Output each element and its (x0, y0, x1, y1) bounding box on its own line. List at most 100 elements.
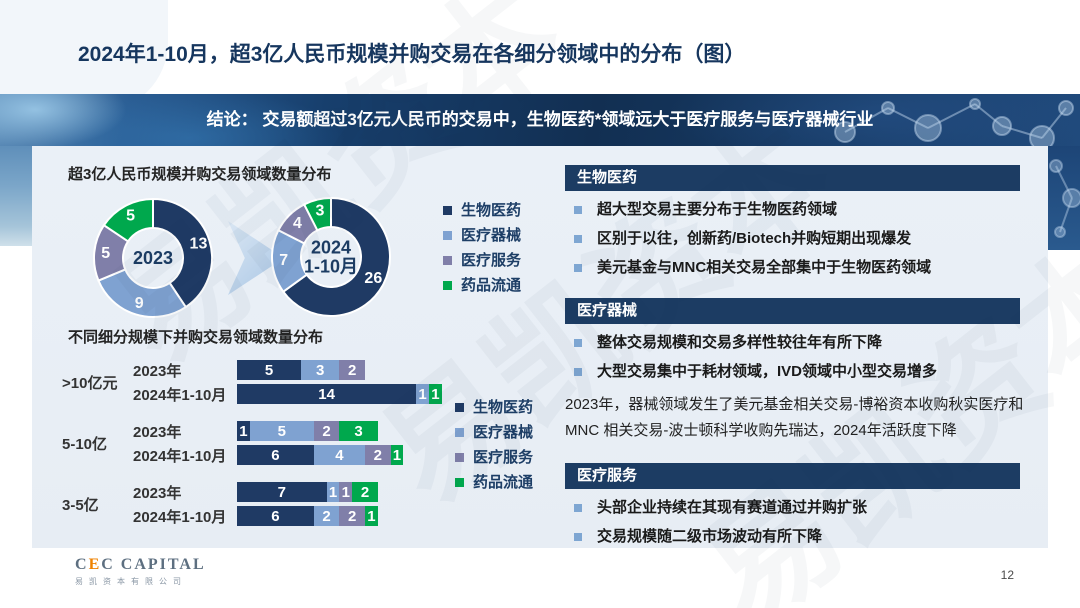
bar-segment: 3 (339, 421, 378, 441)
bar-row-label: 2023年 (133, 362, 182, 380)
legend-label: 生物医药 (473, 399, 534, 416)
bar-row-label: 2024年1-10月 (133, 508, 227, 526)
legend-swatch-icon (443, 206, 452, 215)
section-header: 生物医药 (565, 165, 1020, 191)
legend-label: 生物医药 (461, 202, 522, 219)
donut-legend: 生物医药医疗器械医疗服务药品流通 (443, 203, 521, 293)
donut-segment (152, 197, 213, 309)
bar-segment: 2 (339, 360, 365, 380)
bullet-square-icon (574, 264, 582, 272)
bar-row: 2024年1-10月 14 1 1 (133, 384, 442, 404)
bar-group: 5-10亿 2023年 1 5 2 3 2024年1-10月 6 4 2 1 (62, 421, 442, 465)
bar-chart: >10亿元 2023年 5 3 2 2024年1-10月 14 1 1 5-10亿 2023年 1 5 2… (62, 360, 442, 543)
bullet-text: 交易规模随二级市场波动有所下降 (597, 528, 823, 545)
logo-subtitle: 易凯资本有限公司 (75, 577, 187, 586)
bar-row-label: 2023年 (133, 484, 182, 502)
bar-segment: 1 (364, 506, 378, 526)
bullet-square-icon (574, 368, 582, 376)
bullet-text: 大型交易集中于耗材领域，IVD领域中小型交易增多 (597, 363, 938, 380)
bullet-square-icon (574, 235, 582, 243)
bar-row: 2023年 7 1 1 2 (133, 482, 378, 502)
legend-item: 医疗器械 (443, 228, 521, 243)
donut-value-label: 26 (364, 270, 382, 287)
bullet-item: 大型交易集中于耗材领域，IVD领域中小型交易增多 (565, 363, 1043, 380)
bar-segment: 6 (237, 445, 314, 465)
legend-swatch-icon (455, 478, 464, 487)
molecule-decoration-icon (1049, 159, 1080, 238)
bar-row-label: 2023年 (133, 423, 182, 441)
legend-item: 医疗服务 (455, 450, 533, 465)
legend-item: 医疗器械 (455, 425, 533, 440)
bar-segment: 2 (313, 506, 340, 526)
donut-value-label: 5 (101, 245, 110, 262)
legend-item: 药品流通 (455, 475, 533, 490)
bullet-item: 头部企业持续在其现有赛道通过并购扩张 (565, 499, 1043, 516)
bullet-item: 整体交易规模和交易多样性较往年有所下降 (565, 334, 1043, 351)
section-header: 医疗服务 (565, 463, 1020, 489)
bar-group-label: 5-10亿 (62, 435, 108, 453)
page-title: 2024年1-10月，超3亿人民币规模并购交易在各细分领域中的分布（图） (78, 43, 746, 66)
company-logo: CEC CAPITAL 易凯资本有限公司 (75, 556, 206, 587)
page-number: 12 (1000, 568, 1014, 582)
bullet-square-icon (574, 339, 582, 347)
legend-label: 医疗器械 (473, 424, 534, 441)
legend-swatch-icon (443, 281, 452, 290)
bullet-square-icon (574, 504, 582, 512)
bar-rows: 2023年 5 3 2 2024年1-10月 14 1 1 (133, 360, 442, 404)
legend-label: 药品流通 (461, 277, 522, 294)
legend-swatch-icon (455, 428, 464, 437)
info-section-1: 生物医药 超大型交易主要分布于生物医药领域 区别于以往，创新药/Biotech并购短… (565, 165, 1043, 288)
bar-rows: 2023年 1 5 2 3 2024年1-10月 6 4 2 1 (133, 421, 404, 465)
bar-segment: 1 (339, 482, 353, 502)
bullet-text: 整体交易规模和交易多样性较往年有所下降 (597, 334, 883, 351)
donut-segment (102, 197, 154, 243)
bar-legend: 生物医药医疗器械医疗服务药品流通 (455, 400, 533, 490)
legend-swatch-icon (455, 453, 464, 462)
bar-row: 2023年 5 3 2 (133, 360, 442, 380)
bar-segment: 4 (313, 445, 365, 465)
legend-swatch-icon (455, 403, 464, 412)
bar-segment: 1 (326, 482, 340, 502)
donut-value-label: 7 (279, 252, 288, 269)
bullet-item: 超大型交易主要分布于生物医药领域 (565, 201, 1043, 218)
bar-chart-title: 不同细分规模下并购交易领域数量分布 (68, 329, 324, 346)
section-note: 2023年，器械领域发生了美元基金相关交易-博裕资本收购秋实医疗和 MNC 相关… (565, 396, 1024, 439)
donut-chart-title: 超3亿人民币规模并购交易领域数量分布 (68, 166, 332, 183)
molecule-decoration-icon (834, 98, 1074, 146)
bar-segment: 2 (364, 445, 391, 465)
donut-segment (281, 196, 391, 317)
legend-label: 医疗服务 (461, 252, 522, 269)
legend-label: 医疗器械 (461, 227, 522, 244)
logo-wordmark: CEC CAPITAL (75, 556, 206, 573)
bar-group-label: 3-5亿 (62, 496, 99, 514)
info-section-3: 医疗服务头部企业持续在其现有赛道通过并购扩张交易规模随二级市场波动有所下降 (565, 463, 1043, 557)
bar-segment: 2 (339, 506, 365, 526)
bar-segment: 1 (390, 445, 404, 465)
info-section-2: 医疗器械 整体交易规模和交易多样性较往年有所下降 大型交易集中于耗材领域，IVD领域… (565, 298, 1043, 444)
bar-segment: 1 (428, 384, 442, 404)
bar-row: 2024年1-10月 6 2 2 1 (133, 506, 378, 526)
bar-segment: 3 (301, 360, 340, 380)
left-photo-strip (0, 146, 32, 246)
bullet-square-icon (574, 533, 582, 541)
donut-center-label: 2024 1-10月 (304, 238, 358, 277)
bar-segment: 2 (352, 482, 378, 502)
bar-group: >10亿元 2023年 5 3 2 2024年1-10月 14 1 1 (62, 360, 442, 404)
bullet-square-icon (574, 206, 582, 214)
bar-row: 2024年1-10月 6 4 2 1 (133, 445, 404, 465)
bar-segment: 2 (313, 421, 340, 441)
legend-swatch-icon (443, 256, 452, 265)
donut-center-label: 2023 (133, 248, 173, 268)
donut-value-label: 3 (315, 202, 324, 219)
conclusion-text: 结论： 交易额超过3亿元人民币的交易中，生物医药*领域远大于医疗服务与医疗器械行… (206, 110, 874, 129)
bar-segment: 1 (237, 421, 250, 441)
corner-decoration (0, 0, 168, 112)
donut-chart-2023: 13 9 5 5 2023 (92, 197, 213, 318)
donut-value-label: 4 (293, 215, 302, 232)
